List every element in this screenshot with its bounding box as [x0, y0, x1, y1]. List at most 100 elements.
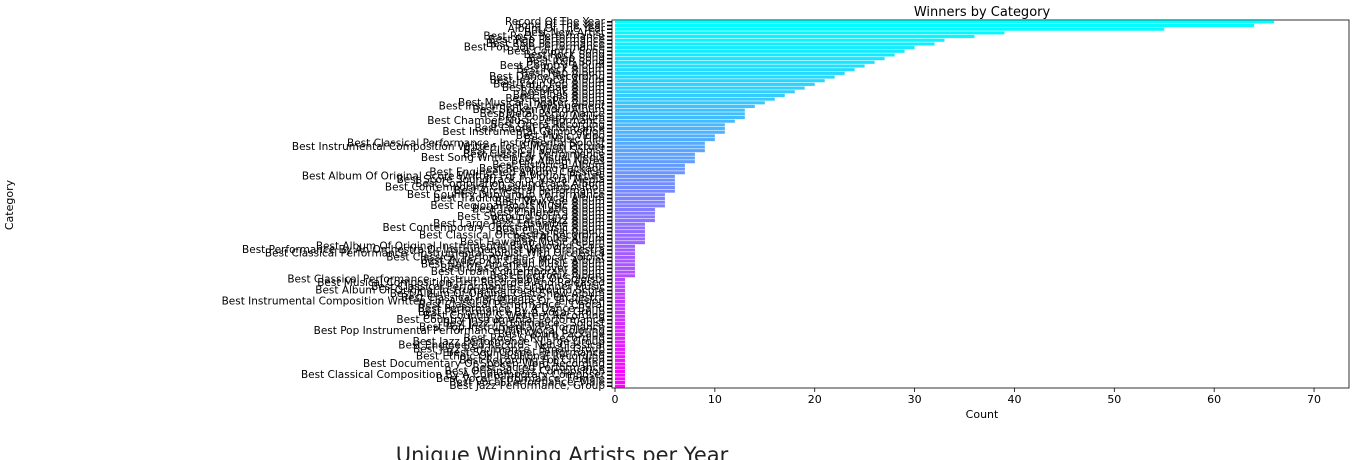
y-tick-label: Best Polka Album [514, 233, 605, 245]
bar [614, 219, 655, 223]
y-tick-label: Best Vocal Performance, Female [436, 373, 605, 385]
x-axis-label: Count [966, 408, 999, 421]
x-tick-label: 30 [908, 393, 922, 406]
bar [614, 233, 645, 237]
bar [614, 189, 675, 193]
y-tick-label: Best Classical Vocal Soloist [463, 145, 605, 157]
bar [614, 123, 725, 127]
x-tick-label: 50 [1107, 393, 1121, 406]
chart-title: Winners by Category [914, 5, 1051, 20]
y-tick-label: Best Latin Jazz Album [492, 215, 605, 227]
bar [614, 196, 665, 201]
y-tick-label: Best Folk Album [520, 86, 605, 98]
bar [614, 130, 725, 134]
bar [614, 138, 715, 142]
bar [614, 27, 1165, 31]
bar [614, 377, 625, 381]
y-tick-label: Best Recording Package [479, 163, 605, 175]
y-tick-label: Best Hawaiian Music Album [460, 237, 605, 249]
y-tick-label: Best Score Soundtrack For Visual Media [397, 174, 605, 186]
bar [614, 115, 745, 120]
bar [614, 68, 855, 72]
y-tick-label: Best Traditional Pop Vocal Album [433, 192, 605, 204]
y-tick-label: Best Country Duo/Group Performance [407, 189, 605, 201]
bar [614, 222, 645, 226]
bar [614, 90, 795, 94]
y-tick-label: Best Documentary Or Spoken Word Recordin… [363, 358, 605, 370]
y-tick-label: Best Tropical Latin Album [472, 204, 605, 216]
y-tick-label: Best Instrumental Composition Written Fo… [222, 296, 605, 308]
bar [614, 152, 695, 156]
y-tick-label: Best Latin Pop Album [493, 78, 605, 90]
y-tick-label: Best Gospel Album [505, 93, 605, 105]
y-tick-label: Best Performance By A Dance Band [418, 303, 605, 315]
y-tick-label: Best Original Jazz Composition [445, 365, 605, 377]
y-tick-label: Best Jazz Performance - Large Group [413, 336, 606, 348]
y-tick-label: Best Engineered Record - Non-Classical [398, 340, 605, 352]
y-tick-label: Best Jazz Performance, Group [449, 380, 605, 392]
y-tick-label: Best Musical Composition First Recorded … [317, 277, 605, 289]
bar [614, 38, 945, 42]
bar [614, 101, 765, 105]
bar [614, 274, 635, 278]
y-tick-label: Best Album Package [498, 329, 605, 341]
bar [614, 329, 625, 333]
bar [614, 255, 635, 259]
bar [614, 325, 625, 329]
y-tick-label: Best Classical Performance - Vocal Soloi… [386, 251, 605, 263]
y-tick-label: Best Instrumental Arrangement [439, 100, 605, 112]
y-tick-label: Best Contemporary Christian Music Album [382, 222, 605, 234]
bar [614, 366, 625, 370]
bar [614, 340, 625, 344]
y-tick-label: Best Instrumental Composition Written Fo… [292, 141, 605, 153]
y-tick-label: Best Orchestral Performance [454, 185, 605, 197]
bar [614, 355, 625, 359]
y-tick-label: Best Musical Theater Album [458, 97, 605, 109]
y-tick-label: Best Chamber Music Performance [427, 115, 605, 127]
x-tick-label: 70 [1307, 393, 1321, 406]
bar [614, 230, 645, 234]
bar [614, 171, 685, 175]
y-tick-label: Best Classical Crossover Album [440, 262, 605, 274]
bar [614, 259, 635, 263]
y-tick-label: Best Jazz Performance - Soloist [443, 318, 605, 330]
y-tick-label: Record Of The Year [505, 16, 606, 28]
y-tick-label: Best Native American Music Album [421, 259, 605, 271]
y-tick-label: Best Pop Instrumental Performance With V… [314, 325, 605, 337]
y-tick-label: Best Rap Album [521, 67, 605, 79]
bar [614, 358, 625, 362]
plot-frame [611, 19, 1350, 389]
y-tick-label: Best Classical Performance [463, 148, 605, 160]
bar [614, 60, 875, 64]
y-tick-label: Best Album Notes [511, 156, 605, 168]
y-tick-label: Best Dance Recording [489, 71, 605, 83]
bar [614, 149, 705, 153]
y-tick-label: Best Song Written For Visual Media [421, 152, 605, 164]
y-tick-label: Best Classical Album [496, 226, 605, 238]
bar [614, 373, 625, 377]
bar [614, 384, 625, 388]
y-tick-label: Best Pop Solo Performance [464, 42, 605, 54]
y-tick-label: Best Spoken Word Album [473, 104, 605, 116]
y-tick-label: Best R&B Performance [486, 38, 605, 50]
bar [614, 49, 905, 53]
bar [614, 42, 935, 46]
bar [614, 53, 895, 57]
next-chart-title: Unique Winning Artists per Year [396, 443, 729, 460]
bar [614, 156, 695, 160]
y-tick-label: Best R&B Song [526, 56, 605, 68]
bar [614, 344, 625, 348]
bar [614, 362, 625, 366]
y-tick-label: Best Album Of Original Score Written For… [302, 170, 605, 182]
bar [614, 207, 655, 212]
y-tick-label: Best Pop Instrumental Performance [419, 321, 605, 333]
y-tick-label: Best Regional Roots Music Album [430, 200, 605, 212]
bar [614, 163, 685, 167]
bar [614, 318, 625, 322]
bar [614, 266, 635, 270]
y-tick-label: Best Country Instrumental Performance [396, 314, 605, 326]
y-tick-label: Best Compilation Soundtrack Album [415, 178, 605, 190]
y-tick-label: Best Instrumental Composition [442, 126, 605, 138]
y-tick-label: Song Of The Year [515, 20, 606, 32]
